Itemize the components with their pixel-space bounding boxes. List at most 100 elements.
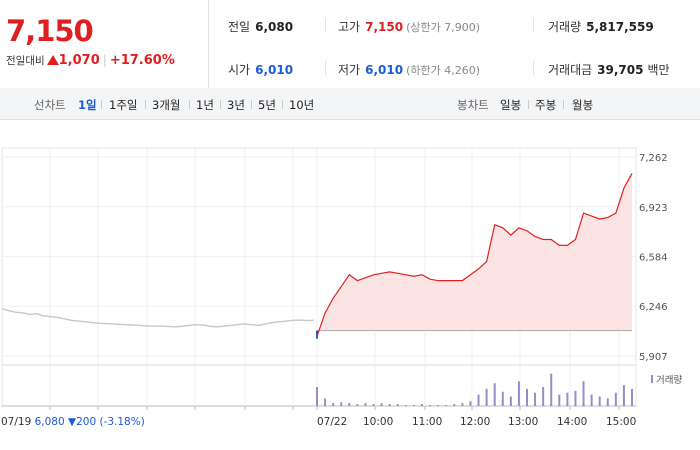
tab-10year[interactable]: 10년 bbox=[289, 98, 315, 112]
stat-sub: (상한가 7,900) bbox=[406, 21, 480, 34]
stat-label: 고가 bbox=[338, 20, 361, 34]
current-price: 7,150 bbox=[6, 14, 94, 48]
candle-chart-label: 봉차트 bbox=[457, 98, 489, 112]
stat-value: 6,010 bbox=[365, 63, 404, 77]
volume-bar bbox=[461, 403, 464, 406]
volume-bar bbox=[380, 403, 383, 406]
volume-bar bbox=[340, 402, 343, 406]
volume-bar bbox=[542, 387, 545, 406]
divider bbox=[325, 61, 326, 75]
y-tick-label: 6,584 bbox=[639, 253, 668, 264]
volume-bar bbox=[606, 398, 609, 406]
volume-legend-label: 거래량 bbox=[656, 374, 682, 386]
stat-label: 거래량 bbox=[548, 20, 582, 34]
x-tick-label: 10:00 bbox=[363, 416, 393, 428]
volume-bar bbox=[622, 385, 625, 406]
diff-value: 1,070 bbox=[58, 53, 100, 68]
volume-bar bbox=[534, 392, 537, 406]
divider bbox=[220, 100, 221, 109]
divider bbox=[563, 100, 564, 109]
stat-volume: 거래량 5,817,559 bbox=[548, 18, 654, 35]
stat-label: 저가 bbox=[338, 63, 361, 77]
x-tick-label: 14:00 bbox=[557, 416, 587, 428]
y-tick-label: 6,923 bbox=[639, 203, 668, 214]
volume-bar bbox=[631, 388, 633, 406]
volume-bar bbox=[388, 404, 391, 406]
stat-unit: 백만 bbox=[647, 63, 670, 77]
prev-day-info: 07/19 6,080 ▼200 (-3.18%) bbox=[1, 416, 145, 428]
tab-monthly-candle[interactable]: 월봉 bbox=[572, 98, 594, 112]
stat-prev-close: 전일 6,080 bbox=[228, 18, 293, 35]
volume-bar bbox=[324, 398, 327, 406]
volume-bar bbox=[364, 403, 367, 406]
divider bbox=[325, 18, 326, 32]
prev-day-date: 07/19 bbox=[1, 416, 31, 428]
volume-bar bbox=[598, 396, 601, 406]
tab-5year[interactable]: 5년 bbox=[258, 98, 276, 112]
series-today-area bbox=[317, 173, 632, 337]
stat-value: 6,010 bbox=[255, 63, 294, 77]
tab-1year[interactable]: 1년 bbox=[196, 98, 214, 112]
volume-bar bbox=[574, 390, 577, 406]
volume-bar bbox=[550, 373, 553, 406]
stat-low: 저가 6,010 (하한가 4,260) bbox=[338, 61, 480, 78]
price-box: 7,150 전일대비 1,070 | +17.60% bbox=[0, 0, 209, 88]
x-tick-label: 11:00 bbox=[412, 416, 442, 428]
divider bbox=[189, 100, 190, 109]
volume-bar bbox=[372, 404, 375, 406]
prev-day-close: 6,080 bbox=[31, 416, 64, 428]
volume-bar bbox=[421, 404, 423, 406]
divider bbox=[528, 100, 529, 109]
tab-1week[interactable]: 1주일 bbox=[109, 98, 138, 112]
stat-open: 시가 6,010 bbox=[228, 61, 293, 78]
volume-bar bbox=[558, 394, 561, 406]
volume-bar bbox=[566, 392, 569, 406]
tab-3year[interactable]: 3년 bbox=[227, 98, 245, 112]
volume-bar bbox=[437, 405, 440, 406]
y-tick-label: 5,907 bbox=[639, 352, 668, 363]
volume-bar bbox=[590, 394, 593, 406]
volume-bar bbox=[332, 403, 335, 406]
volume-bar bbox=[348, 403, 351, 406]
y-tick-label: 6,246 bbox=[639, 302, 668, 313]
volume-bar bbox=[614, 392, 617, 406]
tab-weekly-candle[interactable]: 주봉 bbox=[535, 98, 557, 112]
volume-bar bbox=[493, 383, 496, 406]
tab-3month[interactable]: 3개월 bbox=[152, 98, 181, 112]
tab-daily-candle[interactable]: 일봉 bbox=[500, 98, 522, 112]
price-change: 전일대비 1,070 | +17.60% bbox=[6, 53, 175, 68]
stat-sub: (하한가 4,260) bbox=[406, 64, 480, 77]
quote-summary: 7,150 전일대비 1,070 | +17.60% 전일 6,080 시가 6,010 … bbox=[0, 0, 700, 89]
y-tick-label: 7,262 bbox=[639, 153, 668, 164]
divider bbox=[533, 18, 534, 32]
stat-label: 거래대금 bbox=[548, 63, 593, 77]
volume-bar bbox=[412, 405, 415, 406]
divider bbox=[251, 100, 252, 109]
prev-day-rate: (-3.18%) bbox=[96, 416, 145, 428]
volume-legend-swatch bbox=[651, 375, 653, 383]
volume-bar bbox=[316, 387, 318, 406]
volume-bar bbox=[477, 394, 480, 406]
volume-bar bbox=[582, 381, 585, 406]
x-tick-label: 07/22 bbox=[317, 416, 347, 428]
stat-value: 6,080 bbox=[255, 20, 294, 34]
volume-bar bbox=[404, 405, 407, 406]
volume-bar bbox=[445, 405, 448, 406]
diff-rate: +17.60% bbox=[109, 53, 175, 68]
prev-day-change: ▼200 bbox=[65, 416, 96, 428]
volume-bar bbox=[517, 381, 520, 406]
volume-bar bbox=[356, 404, 359, 406]
stat-value: 5,817,559 bbox=[586, 20, 654, 34]
x-tick-label: 15:00 bbox=[606, 416, 636, 428]
divider bbox=[101, 100, 102, 109]
stat-value: 39,705 bbox=[597, 63, 644, 77]
tab-1day[interactable]: 1일 bbox=[78, 98, 97, 112]
chart-tab-bar: 선차트 1일 1주일 3개월 1년 3년 5년 10년 봉차트 일봉 주봉 월봉 bbox=[0, 88, 700, 120]
divider: | bbox=[102, 53, 107, 67]
volume-bar bbox=[501, 391, 504, 406]
stat-label: 전일 bbox=[228, 20, 251, 34]
stat-high: 고가 7,150 (상한가 7,900) bbox=[338, 18, 480, 35]
volume-bar bbox=[509, 396, 512, 406]
volume-bar bbox=[429, 405, 432, 406]
